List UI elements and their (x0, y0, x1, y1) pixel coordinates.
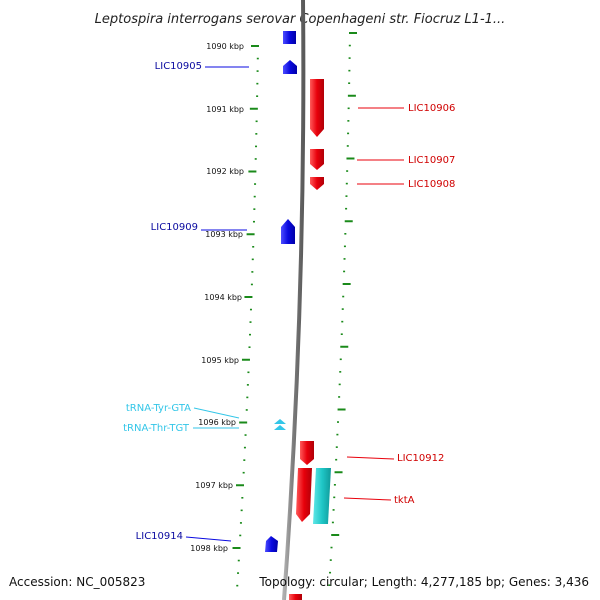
gene-arrow-lic10906[interactable] (310, 79, 324, 137)
kbp-label: 1097 kbp (195, 481, 233, 490)
kbp-label: 1095 kbp (201, 356, 239, 365)
kbp-label: 1091 kbp (206, 105, 244, 114)
leader-line (193, 407, 240, 419)
map-title: Leptospira interrogans serovar Copenhage… (95, 12, 506, 27)
gene-arrow-lic10912[interactable] (300, 441, 314, 465)
trna-label-thr-tgt[interactable]: tRNA-Thr-TGT (123, 423, 190, 434)
feature-block-teal[interactable] (313, 468, 331, 524)
gene-label-lic10906[interactable]: LIC10906 (408, 103, 455, 114)
gene-arrow-lic10908[interactable] (310, 177, 324, 190)
right-tick-track (328, 32, 357, 587)
kbp-label: 1090 kbp (206, 42, 244, 51)
leader-line (346, 456, 395, 460)
gene-label-lic10905[interactable]: LIC10905 (155, 61, 202, 72)
trna-label-tyr-gta[interactable]: tRNA-Tyr-GTA (126, 403, 191, 414)
kbp-label: 1098 kbp (190, 544, 228, 553)
trna-arrow-thr-tgt[interactable] (274, 425, 286, 430)
gene-arrow-lic10914[interactable] (265, 536, 278, 552)
gene-label-lic10914[interactable]: LIC10914 (136, 531, 183, 542)
leader-line (185, 536, 232, 542)
kbp-tick-labels: 1090 kbp 1091 kbp 1092 kbp 1093 kbp 1094… (190, 42, 244, 553)
trna-arrow-tyr-gta[interactable] (274, 419, 286, 424)
kbp-label: 1094 kbp (204, 293, 242, 302)
left-tick-track (232, 45, 259, 587)
kbp-label: 1092 kbp (206, 167, 244, 176)
gene-label-lic10912[interactable]: LIC10912 (397, 453, 444, 464)
gene-arrow-lic10907[interactable] (310, 149, 324, 170)
gene-arrow-lic10909[interactable] (281, 219, 295, 244)
gene-label-lic10907[interactable]: LIC10907 (408, 155, 455, 166)
leader-line (343, 497, 392, 501)
gene-arrow-partial-bottom[interactable] (289, 594, 302, 600)
kbp-label: 1096 kbp (198, 418, 236, 427)
accession-text: Accession: NC_005823 (9, 575, 145, 589)
kbp-label: 1093 kbp (205, 230, 243, 239)
topology-text: Topology: circular; Length: 4,277,185 bp… (258, 575, 589, 589)
gene-arrow-unlabeled[interactable] (283, 31, 296, 44)
gene-arrow-tkta[interactable] (296, 468, 312, 522)
gene-label-tkta[interactable]: tktA (394, 495, 415, 506)
gene-label-lic10909[interactable]: LIC10909 (151, 222, 198, 233)
gene-arrow-lic10905[interactable] (283, 60, 297, 74)
genome-backbone (282, 0, 306, 600)
gene-label-lic10908[interactable]: LIC10908 (408, 179, 455, 190)
